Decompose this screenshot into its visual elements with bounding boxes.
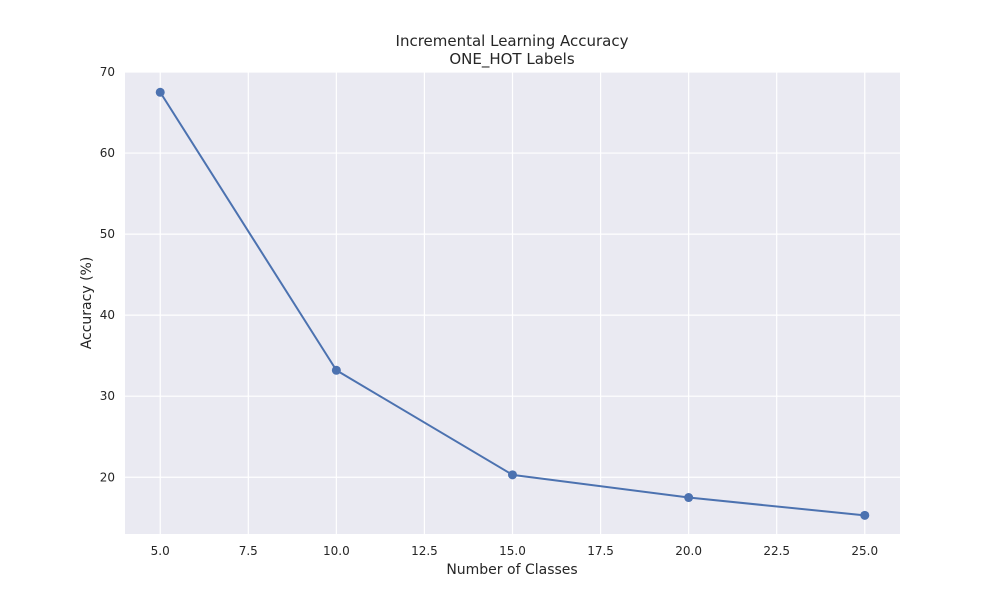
x-tick-label: 15.0 [499,544,526,558]
y-tick-label: 20 [100,470,115,484]
x-tick-label: 5.0 [151,544,170,558]
x-axis-ticks: 5.0 7.5 10.0 12.5 15.0 17.5 20.0 22.5 25.0 [151,544,878,558]
x-tick-label: 10.0 [323,544,350,558]
y-tick-label: 50 [100,227,115,241]
x-axis-label: Number of Classes [446,562,577,578]
x-tick-label: 20.0 [675,544,702,558]
series-layer [155,87,870,520]
data-point [155,87,165,97]
data-point [331,365,341,375]
y-axis-label: Accuracy (%) [79,257,95,350]
chart-subtitle: ONE_HOT Labels [449,50,574,69]
y-tick-label: 60 [100,146,115,160]
x-tick-label: 22.5 [763,544,790,558]
x-tick-label: 25.0 [851,544,878,558]
y-tick-label: 70 [100,65,115,79]
x-tick-label: 12.5 [411,544,438,558]
data-point [684,493,694,503]
x-tick-label: 7.5 [239,544,258,558]
x-tick-label: 17.5 [587,544,614,558]
x-gridlines [159,72,866,534]
y-tick-label: 40 [100,308,115,322]
y-tick-label: 30 [100,389,115,403]
data-point [508,470,517,480]
y-axis-ticks: 20 30 40 50 60 70 [100,65,115,484]
chart-title: Incremental Learning Accuracy [396,32,629,50]
data-point [860,510,870,520]
